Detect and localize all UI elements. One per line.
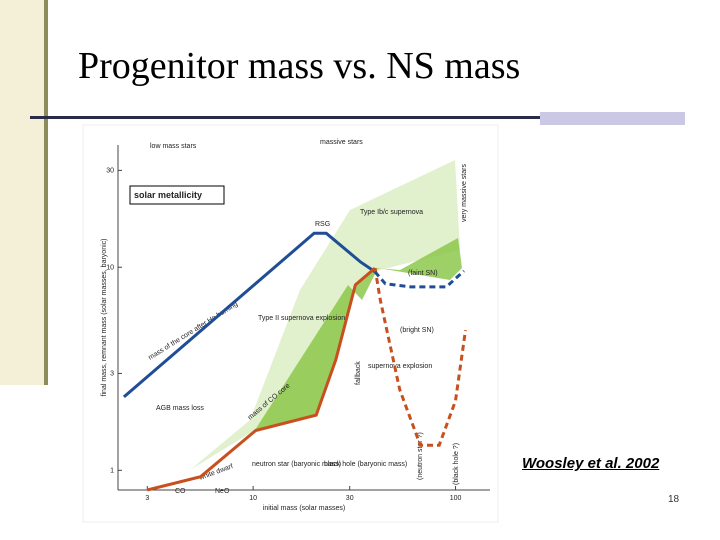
- x-tick-label: 10: [249, 495, 257, 502]
- series-line: [122, 231, 376, 399]
- annotation: neutron star (baryonic mass): [252, 461, 341, 468]
- x-tick-label: 30: [346, 495, 354, 502]
- annotation: black hole (baryonic mass): [324, 461, 407, 468]
- y-tick-label: 3: [110, 370, 114, 377]
- box: [129, 185, 225, 205]
- page-number: 18: [668, 494, 680, 505]
- annotation: low mass stars: [150, 143, 197, 150]
- y-tick-label: 1: [110, 467, 114, 474]
- annotation: solar metallicity: [134, 190, 202, 200]
- y-tick-label: 30: [106, 167, 114, 174]
- annotation: (neutron star ?): [417, 432, 424, 480]
- annotation: Type Ib/c supernova: [360, 209, 423, 216]
- y-tick-label: 10: [106, 264, 114, 271]
- annotation: fallback: [355, 361, 362, 385]
- annotation: supernova explosion: [368, 363, 432, 370]
- hatched-region: [190, 160, 460, 470]
- side-band: [0, 0, 45, 385]
- annotation: AGB mass loss: [156, 405, 204, 412]
- annotation: very massive stars: [461, 164, 468, 222]
- green-region: [255, 238, 462, 430]
- side-line: [44, 0, 48, 385]
- annotation: CO: [175, 488, 186, 495]
- annotation: (faint SN): [408, 270, 438, 277]
- annotation: Type II supernova explosion: [258, 315, 345, 322]
- slide-title: Progenitor mass vs. NS mass: [78, 45, 521, 87]
- annotation: NeO: [215, 488, 230, 495]
- annotation: massive stars: [320, 139, 363, 146]
- annotation: (bright SN): [400, 327, 434, 334]
- y-axis-label: final mass, remnant mass (solar masses, …: [101, 239, 108, 397]
- title-rule-block: [540, 112, 685, 125]
- annotation: (black hole ?): [453, 443, 460, 485]
- x-tick-label: 3: [145, 495, 149, 502]
- series-line: [146, 266, 376, 492]
- x-axis-label: initial mass (solar masses): [263, 505, 345, 512]
- series-line: [373, 267, 467, 447]
- annotation: RSG: [315, 221, 330, 228]
- series-line: [373, 269, 465, 289]
- title-rule: [30, 116, 542, 119]
- x-tick-label: 100: [450, 495, 462, 502]
- citation: Woosley et al. 2002: [522, 455, 660, 472]
